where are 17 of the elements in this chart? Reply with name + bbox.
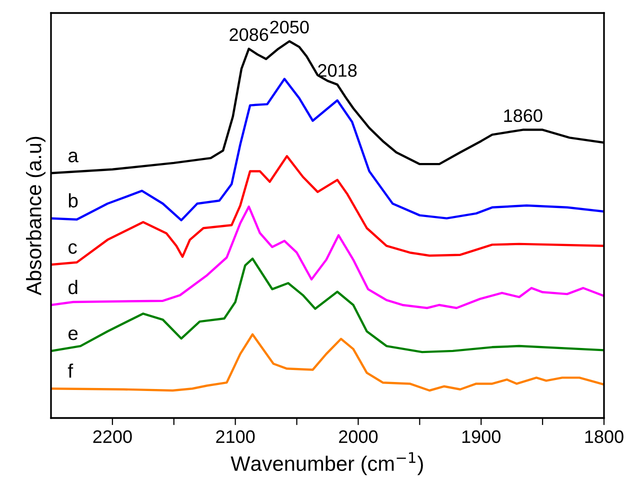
series-label: d — [68, 280, 78, 294]
series-label: b — [68, 193, 78, 208]
x-tick-label: 2200 — [93, 430, 132, 444]
series-label: a — [68, 152, 78, 162]
y-axis-title: Absorbance (a.u) — [26, 136, 46, 296]
annotation: 2086 — [230, 28, 268, 42]
x-tick-label: 2100 — [216, 430, 255, 444]
x-axis-title: Wavenumber (cm$^{−1}$) — [230, 452, 423, 476]
series-label: c — [68, 243, 77, 254]
annotation: 2018 — [318, 64, 357, 77]
series-label: e — [68, 329, 78, 340]
x-tick-label: 1900 — [462, 430, 500, 444]
series-label: f — [68, 364, 74, 378]
x-tick-label: 1800 — [585, 430, 624, 444]
annotation: 1860 — [504, 109, 542, 122]
x-tick-label: 2000 — [339, 430, 378, 444]
annotation: 2050 — [270, 20, 309, 34]
